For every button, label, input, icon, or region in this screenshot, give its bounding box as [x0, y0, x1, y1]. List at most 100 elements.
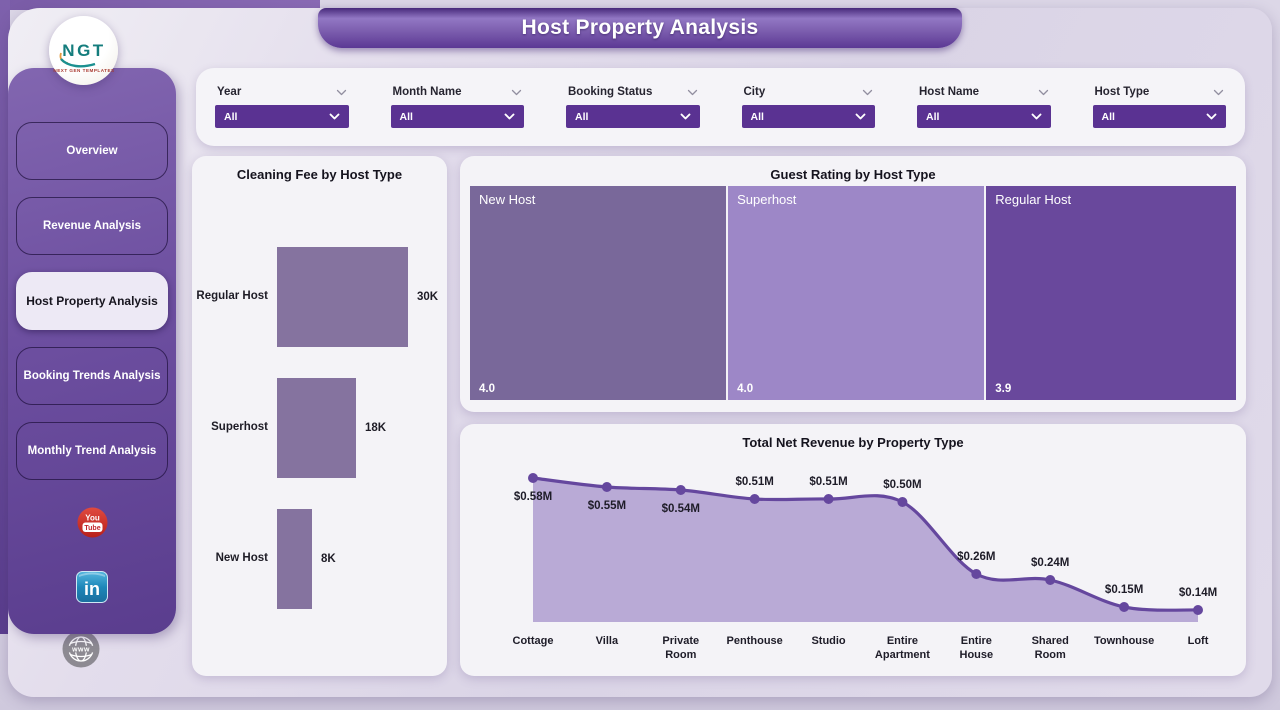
sidebar-nav: Overview Revenue Analysis Host Property An… — [8, 68, 176, 480]
filter-label: Month Name — [392, 86, 462, 98]
data-label: $0.24M — [1031, 557, 1069, 569]
filter-header: Booking Status — [566, 86, 700, 98]
booking-status-dropdown[interactable]: All — [566, 105, 700, 128]
chevron-down-icon[interactable] — [862, 89, 873, 96]
bar-regular-host[interactable] — [277, 247, 408, 347]
filter-month-name: Month Name All — [390, 86, 525, 128]
logo-subtitle: NEXT GEN TEMPLATES — [53, 68, 114, 73]
area-fill — [533, 478, 1198, 622]
sidebar-item-label: Booking Trends Analysis — [23, 369, 161, 382]
filter-header: Year — [215, 86, 349, 98]
host-type-dropdown[interactable]: All — [1092, 105, 1226, 128]
bar-value-label: 18K — [365, 422, 387, 434]
treemap-tile-regular-host[interactable]: Regular Host 3.9 — [986, 186, 1237, 400]
youtube-icon[interactable]: You Tube — [77, 507, 108, 538]
svg-text:Tube: Tube — [84, 525, 100, 532]
data-point-entire-house[interactable] — [971, 569, 982, 579]
data-label: $0.54M — [662, 503, 700, 515]
tile-value: 4.0 — [737, 383, 754, 395]
chevron-down-icon — [329, 113, 339, 120]
data-point-private-room[interactable] — [675, 485, 686, 495]
dropdown-selected-value: All — [399, 110, 413, 123]
sidebar-item-host-property-analysis[interactable]: Host Property Analysis — [16, 272, 168, 330]
year-dropdown[interactable]: All — [215, 105, 349, 128]
dropdown-selected-value: All — [1101, 110, 1115, 123]
dropdown-selected-value: All — [224, 110, 238, 123]
net-revenue-card: Total Net Revenue by Property Type $0.58… — [460, 424, 1246, 676]
treemap-tile-new-host[interactable]: New Host 4.0 — [470, 186, 727, 400]
ngt-logo: NGT NEXT GEN TEMPLATES — [49, 16, 118, 85]
chevron-down-icon[interactable] — [511, 89, 522, 96]
data-label: $0.51M — [809, 476, 847, 488]
bar-category-label: New Host — [215, 552, 268, 565]
website-globe-icon[interactable]: www — [62, 630, 100, 668]
ngt-logo-icon: NGT NEXT GEN TEMPLATES — [53, 41, 114, 73]
frame-accent-left — [0, 0, 10, 634]
data-point-penthouse[interactable] — [749, 494, 760, 504]
data-point-cottage[interactable] — [528, 473, 538, 483]
data-point-loft[interactable] — [1193, 605, 1203, 615]
bar-new-host[interactable] — [277, 509, 312, 609]
svg-text:in: in — [84, 579, 100, 599]
tile-name: Regular Host — [995, 192, 1072, 207]
chevron-down-icon[interactable] — [336, 89, 347, 96]
chart-title-guest-rating: Guest Rating by Host Type — [770, 167, 936, 182]
x-axis-label-private-room: Private Room — [662, 635, 699, 661]
filter-label: Year — [217, 86, 242, 98]
month-name-dropdown[interactable]: All — [390, 105, 524, 128]
linkedin-icon[interactable]: in — [76, 571, 108, 603]
sidebar-item-booking-trends-analysis[interactable]: Booking Trends Analysis — [16, 347, 168, 405]
sidebar-item-overview[interactable]: Overview — [16, 122, 168, 180]
x-axis-label-shared-room: Shared Room — [1032, 635, 1069, 661]
sidebar-item-monthly-trend-analysis[interactable]: Monthly Trend Analysis — [16, 422, 168, 480]
data-point-shared-room[interactable] — [1045, 575, 1056, 585]
city-dropdown[interactable]: All — [741, 105, 875, 128]
data-label: $0.58M — [514, 491, 552, 503]
trend-line — [531, 476, 1200, 612]
data-point-studio[interactable] — [823, 494, 834, 504]
chevron-down-icon[interactable] — [1213, 89, 1224, 96]
x-axis-label-studio: Studio — [811, 635, 845, 647]
data-label: $0.50M — [883, 479, 921, 491]
bar-superhost[interactable] — [277, 378, 356, 478]
tile-value: 4.0 — [479, 383, 495, 395]
dropdown-selected-value: All — [750, 110, 764, 123]
bar-value-label: 30K — [417, 291, 439, 303]
filter-header: Month Name — [391, 86, 525, 98]
treemap-tile-superhost[interactable]: Superhost 4.0 — [728, 186, 985, 400]
bar-chart: Regular Host 30K Superhost 18K New Host 8K — [192, 247, 447, 640]
page-title-banner: Host Property Analysis — [318, 8, 962, 48]
x-axis-label-villa: Villa — [596, 635, 619, 647]
sidebar: Overview Revenue Analysis Host Property An… — [8, 68, 176, 634]
frame-accent-top — [0, 0, 320, 10]
filter-label: City — [743, 86, 766, 98]
chevron-down-icon — [680, 113, 690, 120]
data-point-entire-apartment[interactable] — [897, 497, 908, 507]
data-label: $0.55M — [588, 500, 626, 512]
chevron-down-icon[interactable] — [687, 89, 698, 96]
dropdown-selected-value: All — [926, 110, 940, 123]
chart-title-net-revenue: Total Net Revenue by Property Type — [742, 435, 964, 450]
svg-text:www: www — [71, 647, 90, 654]
chevron-down-icon — [504, 113, 515, 120]
filter-header: Host Name — [917, 86, 1051, 98]
data-point-villa[interactable] — [601, 482, 612, 492]
host-name-dropdown[interactable]: All — [917, 105, 1051, 128]
data-label: $0.51M — [735, 476, 773, 488]
bar-category-label: Regular Host — [196, 290, 268, 303]
filter-header: City — [742, 86, 876, 98]
bar-row-superhost: Superhost 18K — [192, 378, 447, 478]
chevron-down-icon[interactable] — [1038, 89, 1049, 96]
filter-host-type: Host Type All — [1092, 86, 1226, 128]
filter-bar: Year All Month Name All Booking Status All Cit… — [196, 68, 1245, 146]
bar-category-label: Superhost — [211, 421, 268, 434]
page-title: Host Property Analysis — [521, 16, 759, 39]
filter-booking-status: Booking Status All — [566, 86, 700, 128]
sidebar-item-revenue-analysis[interactable]: Revenue Analysis — [16, 197, 168, 255]
bar-row-new-host: New Host 8K — [192, 509, 447, 609]
x-axis-label-cottage: Cottage — [513, 635, 554, 647]
filter-label: Host Type — [1094, 86, 1150, 98]
data-point-townhouse[interactable] — [1119, 602, 1130, 612]
filter-year: Year All — [215, 86, 349, 128]
filter-city: City All — [741, 86, 876, 128]
